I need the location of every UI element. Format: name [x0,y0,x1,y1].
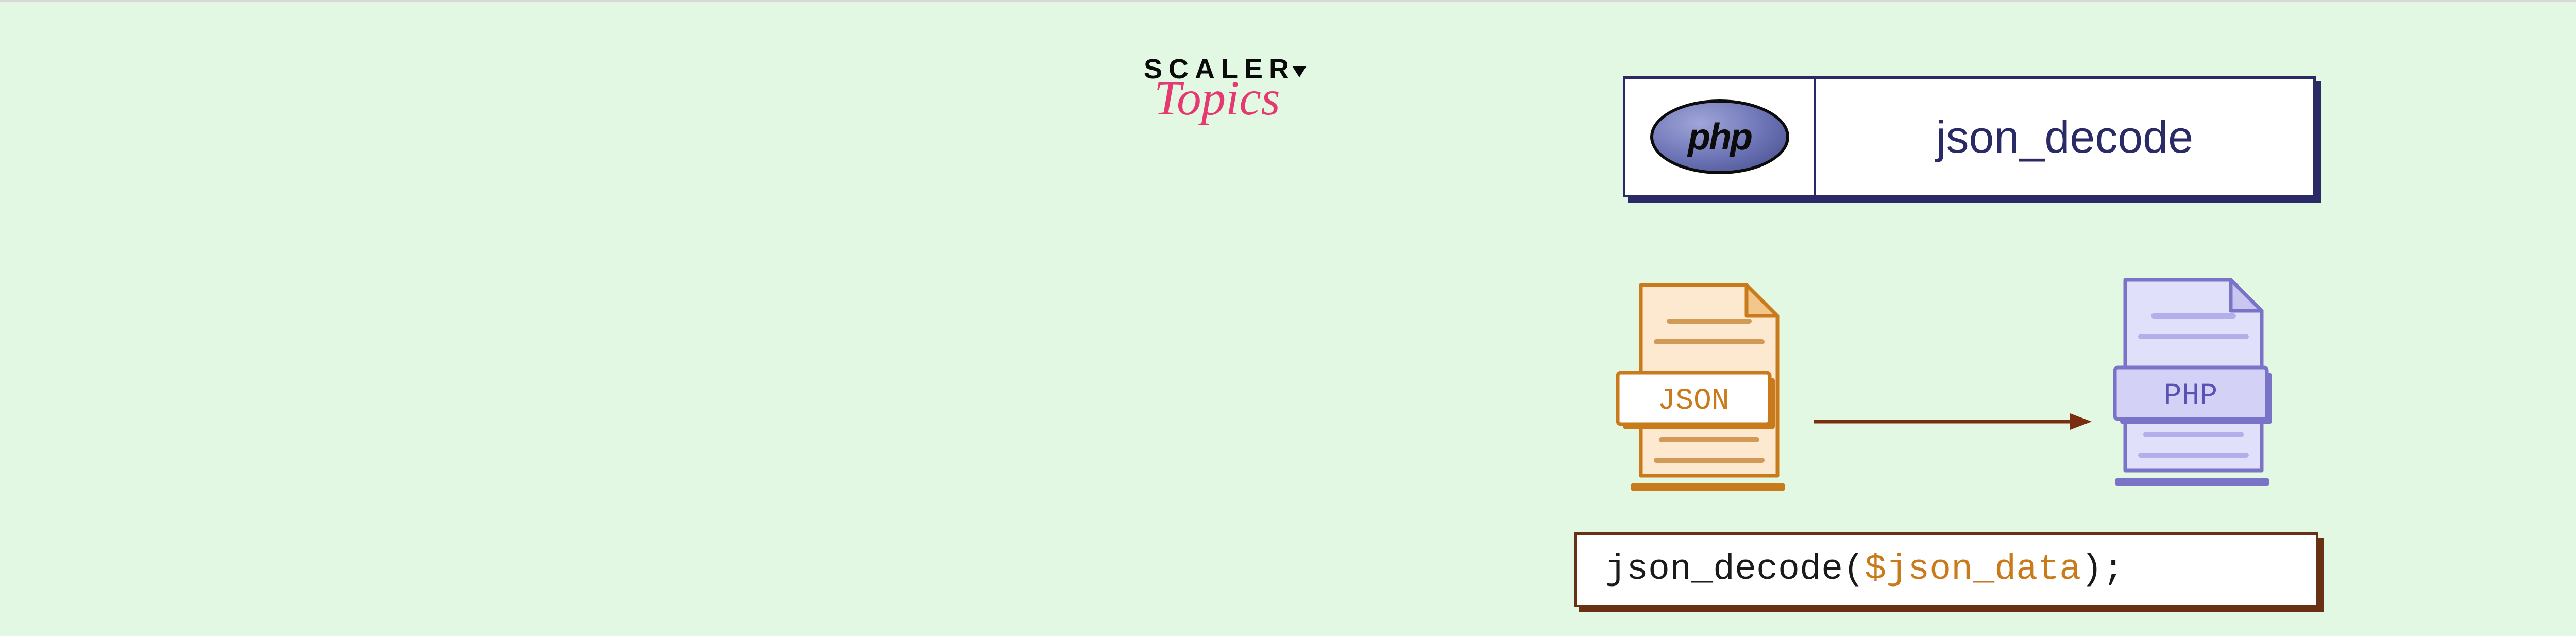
code-example-card: json_decode($json_data); [1574,532,2318,607]
code-line: json_decode($json_data); [1605,549,2124,590]
caret-down-icon [1292,66,1307,77]
php-badge-label: PHP [2164,379,2217,413]
code-token-fn: json_decode [1605,549,1843,590]
json-badge: JSON [1618,373,1775,429]
code-token-close: ); [2081,549,2124,590]
php-document-icon: PHP [2097,275,2277,496]
php-badge: PHP [2115,367,2272,424]
logo-line2: Topics [1154,74,1360,123]
arrow-right-icon [1814,411,2092,432]
title-label: json_decode [1936,111,2193,163]
infographic-canvas: SCALER Topics php json_decode [0,0,2576,636]
json-badge-label: JSON [1657,384,1729,418]
php-pill-text: php [1688,116,1751,158]
code-token-var: $json_data [1865,549,2081,590]
scaler-topics-logo: SCALER Topics [1144,53,1360,123]
title-card: php json_decode [1623,76,2316,197]
code-token-open: ( [1843,549,1865,590]
title-php-cell: php [1625,79,1816,195]
json-document-icon: JSON [1613,280,1793,501]
php-logo-icon: php [1650,99,1789,174]
title-label-cell: json_decode [1816,79,2313,195]
